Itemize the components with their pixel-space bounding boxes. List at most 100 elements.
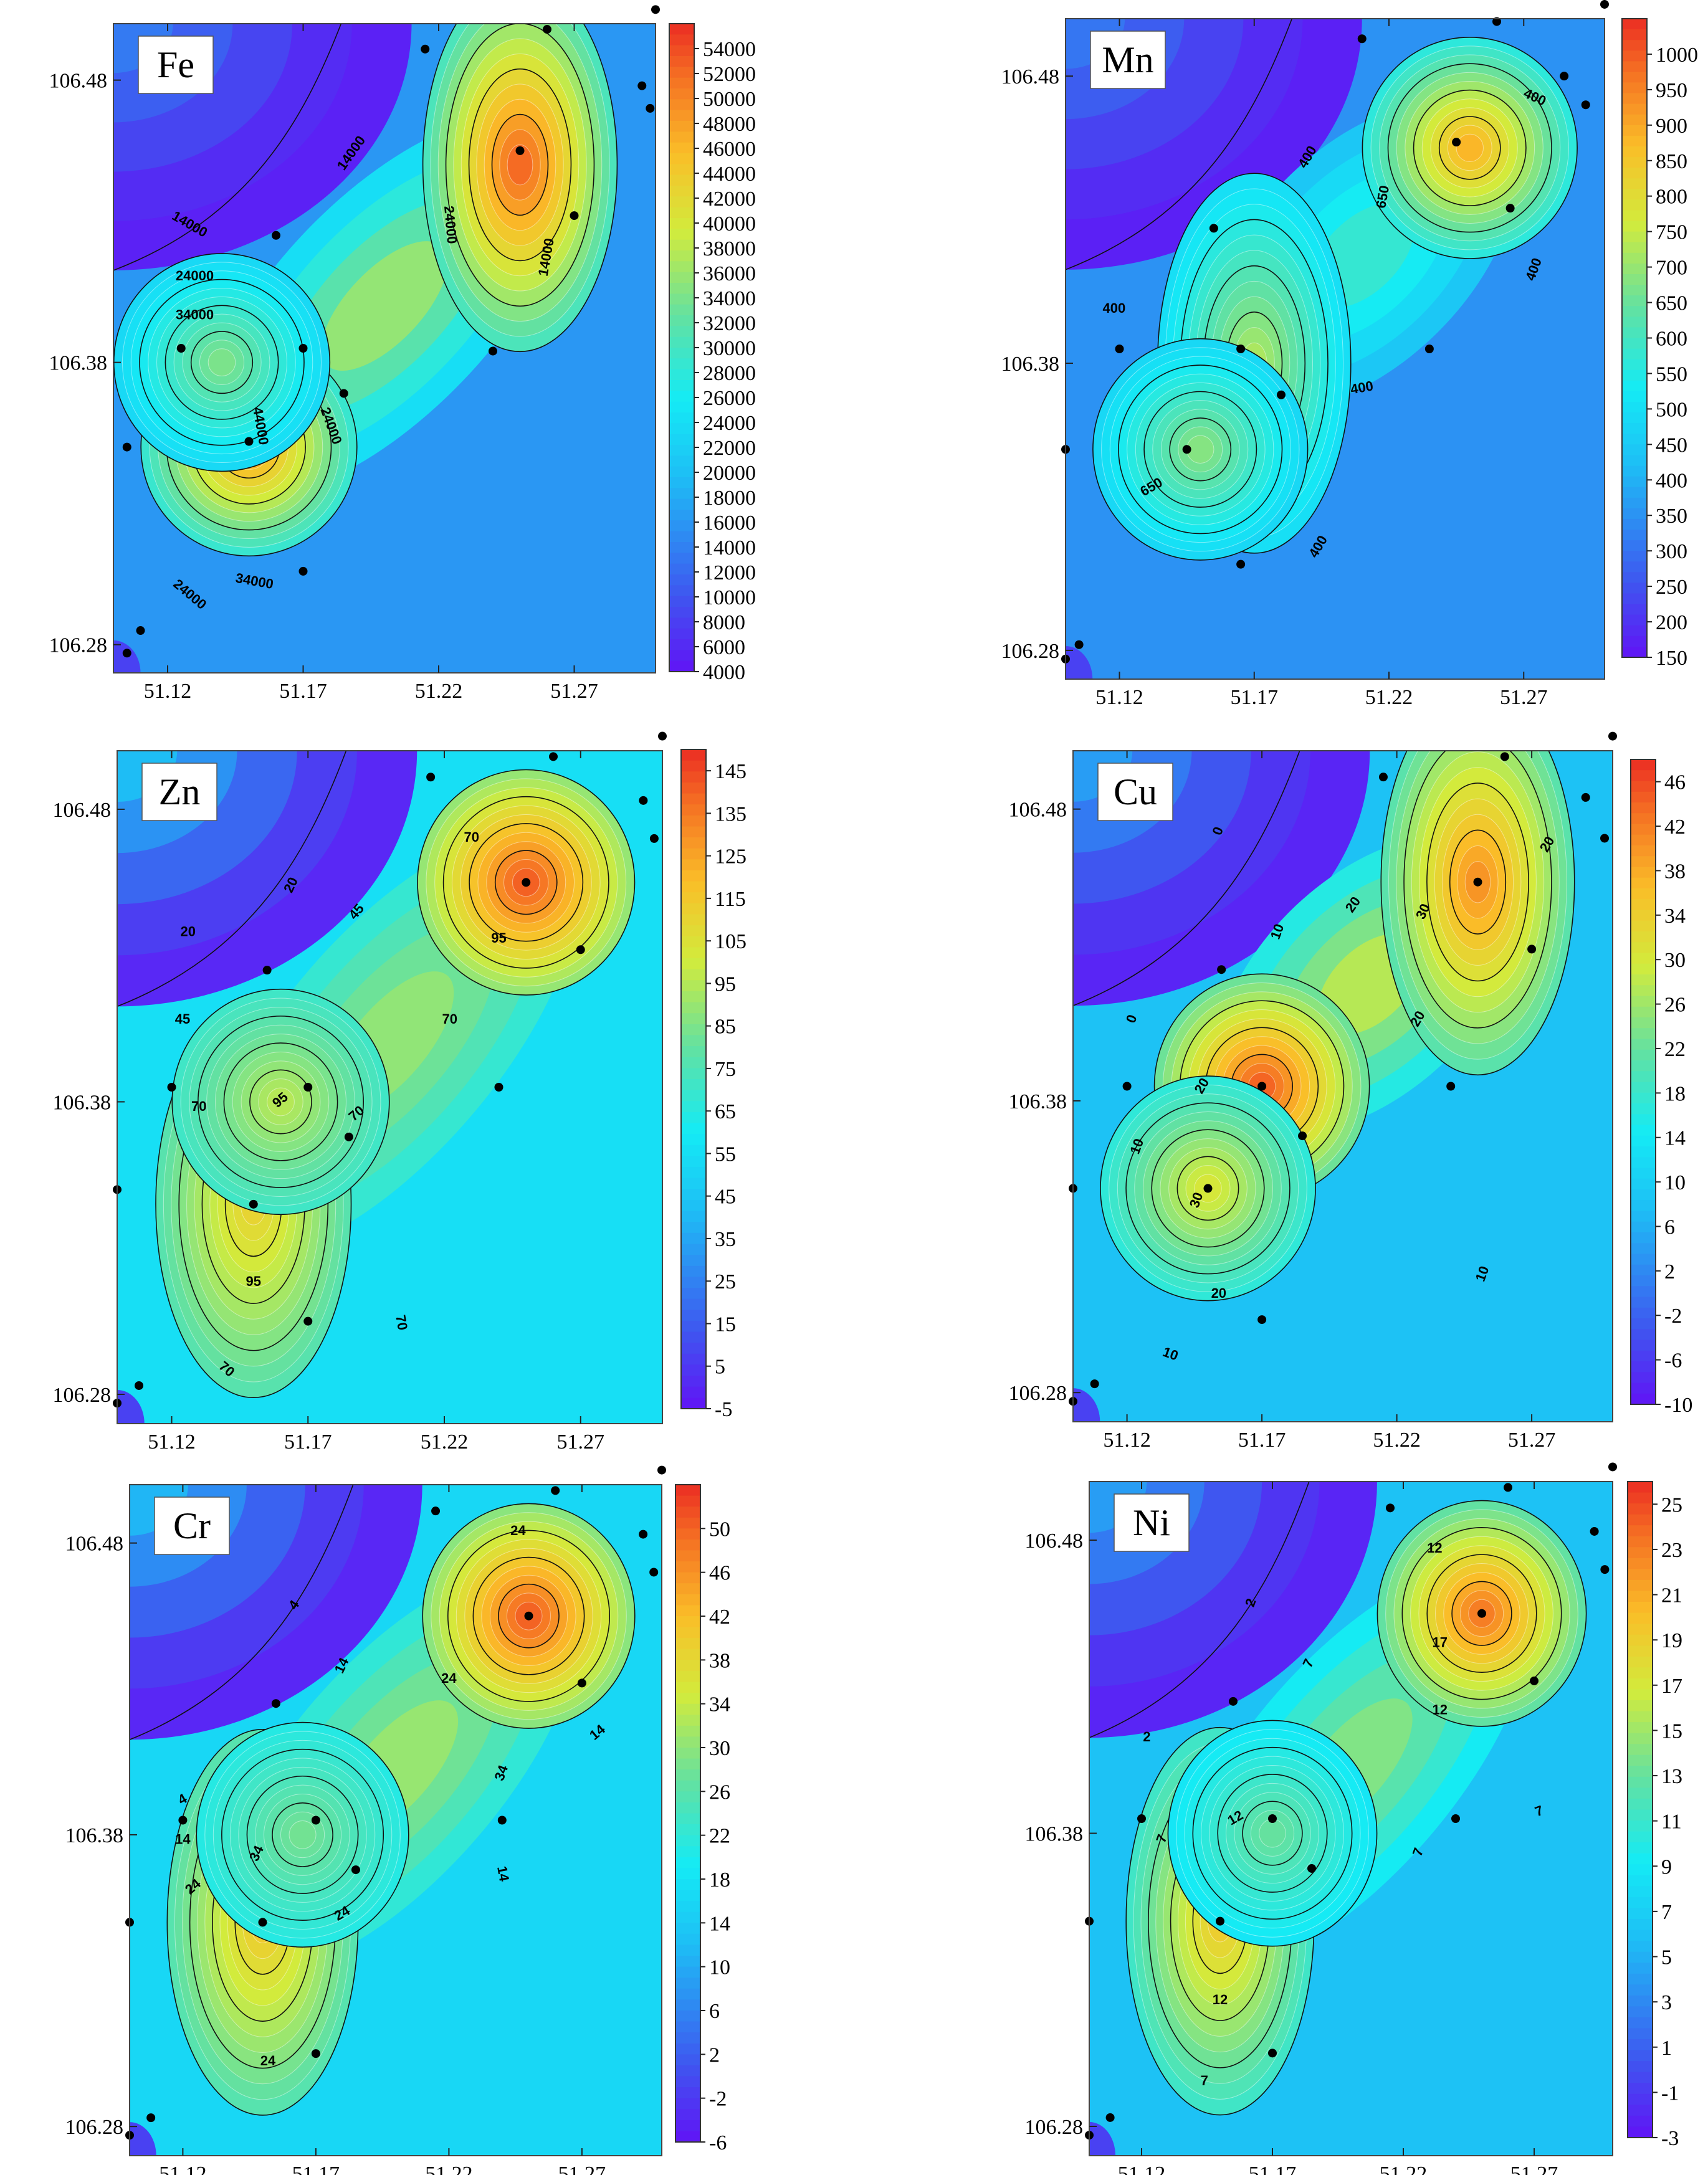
colorbar-segment [1622,412,1647,424]
colorbar-tick-label: 46 [709,1562,730,1585]
colorbar-segment [1622,50,1647,62]
colorbar-segment [675,2054,700,2066]
colorbar-segment [1631,791,1656,803]
colorbar-tick-label: 1 [1661,2037,1672,2060]
colorbar-segment [669,174,694,186]
colorbar-segment [681,892,706,904]
colorbar-segment [681,1189,706,1201]
colorbar-segment [1628,1591,1653,1603]
colorbar-tick-label: 46000 [703,138,756,161]
colorbar-segment [681,1123,706,1135]
colorbar-segment [1631,877,1656,889]
sample-point [515,146,525,155]
sample-point [1257,1315,1267,1325]
colorbar-segment [1622,135,1647,147]
sample-point [1600,0,1609,9]
colorbar-tick-label: 75 [715,1058,736,1081]
colorbar-segment [1628,2039,1653,2051]
sample-point [146,2113,156,2123]
colorbar-segment [681,1277,706,1289]
colorbar-segment [669,99,694,111]
colorbar-segment [1622,29,1647,41]
plot-frame [113,23,656,673]
colorbar-segment [1631,1006,1656,1018]
colorbar-segment [681,1397,706,1409]
colorbar-segment [669,67,694,79]
colorbar-segment [1631,1221,1656,1233]
colorbar-segment [675,1539,700,1551]
colorbar-segment [669,153,694,165]
sample-point [1090,1379,1099,1389]
colorbar-tick-label: 14000 [703,536,756,559]
panel-fe: 1400014000240003400044000240003400024000… [49,5,756,703]
contour-label: 17 [1433,1634,1448,1650]
sample-point [298,344,308,353]
colorbar-segment [1628,1951,1653,1964]
colorbar-tick-label: 9 [1661,1855,1672,1878]
colorbar-segment [681,1156,706,1168]
colorbar-segment [669,358,694,370]
colorbar-segment [1628,1602,1653,1614]
colorbar-segment [675,1693,700,1705]
sample-point [576,945,585,954]
colorbar-segment [675,1703,700,1716]
colorbar-segment [669,88,694,100]
x-tick-label: 51.22 [1373,1429,1421,1452]
colorbar-segment [1628,1579,1653,1592]
y-tick-label: 106.38 [53,1091,112,1114]
panel-title: Fe [138,36,214,94]
sample-point [426,773,436,782]
colorbar-segment [1622,434,1647,445]
colorbar-tick-label: 52000 [703,63,756,86]
colorbar-segment [681,859,706,871]
colorbar-segment [1628,2126,1653,2138]
y-tick-label: 106.48 [49,70,108,93]
colorbar-segment [681,936,706,948]
colorbar-segment [681,925,706,937]
colorbar-tick-label: 15 [1661,1720,1682,1743]
colorbar-tick-label: 6 [1664,1216,1675,1239]
x-tick-label: 51.27 [1500,686,1548,709]
colorbar-tick-label: 6 [709,2000,720,2023]
colorbar-segment [1622,561,1647,573]
contour-label: 12 [1433,1702,1448,1718]
y-tick-label: 106.48 [1025,1530,1084,1553]
contour-label: 24 [441,1670,457,1686]
colorbar-tick-label: 550 [1656,363,1687,386]
contour-label: 70 [442,1011,457,1027]
colorbar-tick-label: 22000 [703,437,756,460]
colorbar-segment [669,574,694,586]
colorbar-tick-label: 34000 [703,287,756,310]
sample-point [1217,965,1226,974]
colorbar-segment [1628,1700,1653,1712]
colorbar-tick-label: 34 [709,1693,730,1716]
colorbar-segment [1622,625,1647,637]
colorbar-segment [681,903,706,915]
colorbar-segment [1631,834,1656,846]
sample-point [489,346,497,356]
colorbar-segment [1631,1264,1656,1276]
colorbar-segment [1631,1168,1656,1179]
colorbar-segment [1622,508,1647,520]
colorbar-segment [681,1079,706,1091]
colorbar-segment [1622,348,1647,360]
x-tick-label: 51.17 [1231,686,1279,709]
colorbar-segment [1631,1383,1656,1394]
colorbar-segment [1622,157,1647,169]
colorbar-tick-label: 18000 [703,487,756,510]
sample-point [646,103,655,113]
colorbar-segment [675,1890,700,1902]
colorbar-segment [675,1923,700,1935]
colorbar-segment [1631,781,1656,792]
colorbar-tick-label: 50 [709,1518,730,1541]
colorbar-segment [1622,465,1647,477]
colorbar-segment [675,1780,700,1792]
contour-label: 400 [1102,300,1125,316]
contour-label: 7 [1201,2073,1208,2088]
colorbar-segment [1628,1766,1653,1778]
colorbar-segment [1622,93,1647,105]
sample-point [351,1865,360,1875]
colorbar-segment [669,121,694,133]
colorbar-segment [1631,1329,1656,1341]
sample-point [258,1918,267,1927]
